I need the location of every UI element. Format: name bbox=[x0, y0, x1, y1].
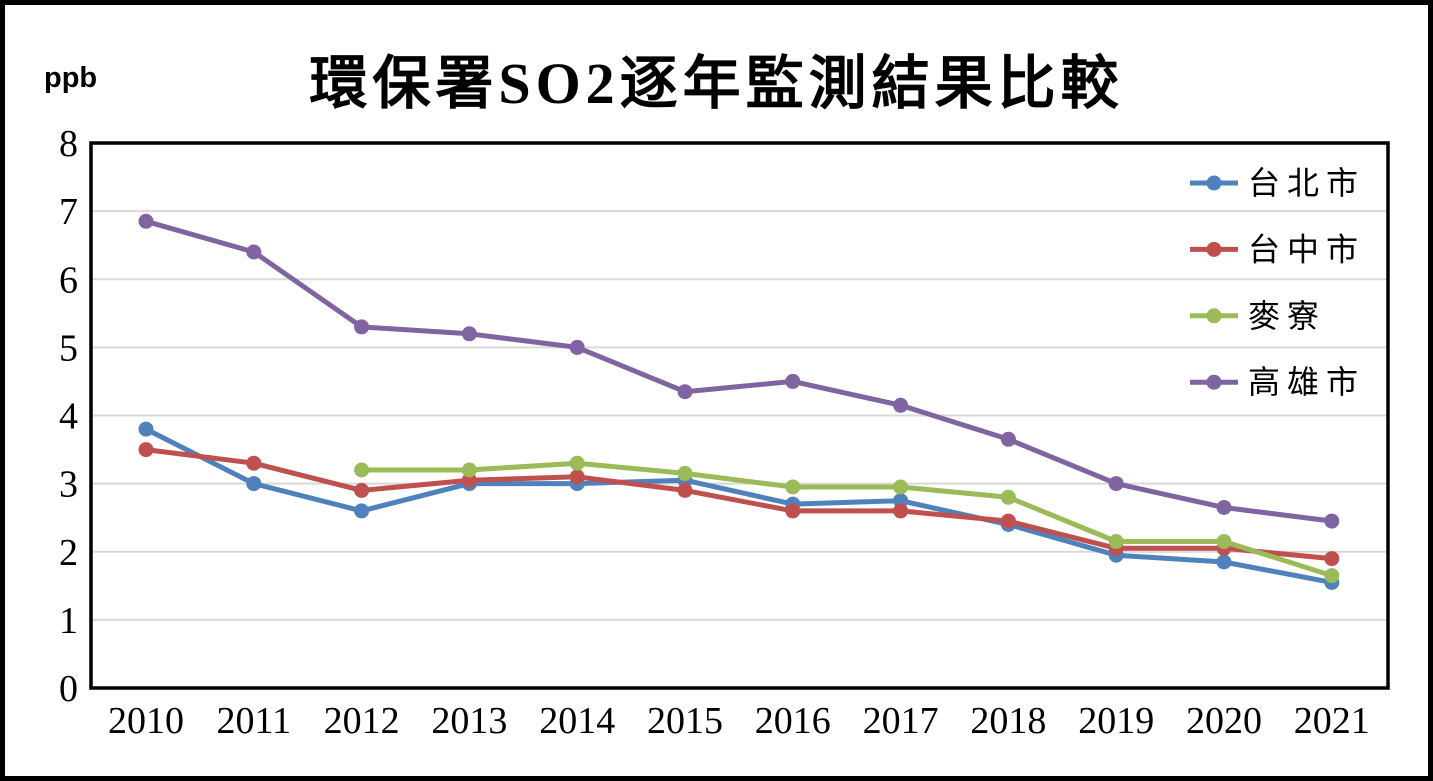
x-axis-tick-label: 2011 bbox=[217, 700, 292, 742]
legend-item-kaohsiung: 高雄市 bbox=[1190, 364, 1365, 400]
series-point-taichung-2017 bbox=[893, 503, 909, 519]
series-point-kaohsiung-2010 bbox=[138, 213, 154, 229]
y-axis-tick-label: 0 bbox=[59, 668, 78, 710]
legend-item-mailiao: 麥寮 bbox=[1190, 298, 1326, 334]
legend-item-taichung: 台中市 bbox=[1190, 231, 1365, 267]
x-axis-tick-label: 2013 bbox=[431, 700, 507, 742]
series-line-taipei bbox=[143, 426, 1335, 585]
chart-title: 環保署SO2逐年監測結果比較 bbox=[309, 51, 1124, 116]
series-point-kaohsiung-2018 bbox=[1000, 431, 1016, 447]
series-point-mailiao-2013 bbox=[461, 462, 477, 478]
legend-label: 台北市 bbox=[1248, 165, 1365, 201]
series-point-mailiao-2015 bbox=[677, 465, 693, 481]
x-axis-tick-label: 2019 bbox=[1078, 700, 1154, 742]
series-point-taipei-2010 bbox=[138, 421, 154, 437]
y-axis-tick-label: 4 bbox=[59, 396, 78, 438]
series-point-taichung-2015 bbox=[677, 482, 693, 498]
series-point-kaohsiung-2017 bbox=[893, 397, 909, 413]
series-point-taichung-2016 bbox=[785, 503, 801, 519]
y-axis-tick-label: 6 bbox=[59, 259, 78, 301]
series-point-kaohsiung-2011 bbox=[246, 244, 262, 260]
x-axis-tick-label: 2014 bbox=[539, 700, 615, 742]
series-point-mailiao-2021 bbox=[1324, 568, 1340, 584]
legend-point-marker bbox=[1206, 175, 1222, 191]
y-axis-tick-label: 1 bbox=[59, 600, 78, 642]
series-point-kaohsiung-2015 bbox=[677, 384, 693, 400]
series-point-kaohsiung-2019 bbox=[1108, 476, 1124, 492]
x-axis-tick-label: 2012 bbox=[324, 700, 400, 742]
x-axis-tick-label: 2015 bbox=[647, 700, 723, 742]
legend-label: 台中市 bbox=[1248, 231, 1365, 267]
y-axis-tick-label: 2 bbox=[59, 532, 78, 574]
series-point-mailiao-2017 bbox=[893, 479, 909, 495]
legend-item-taipei: 台北市 bbox=[1190, 165, 1365, 201]
series-point-mailiao-2018 bbox=[1000, 489, 1016, 505]
legend-point-marker bbox=[1206, 308, 1222, 324]
series-line-mailiao bbox=[359, 460, 1335, 579]
series-point-mailiao-2014 bbox=[569, 455, 585, 471]
x-axis-tick-label: 2016 bbox=[755, 700, 831, 742]
series-point-mailiao-2020 bbox=[1216, 534, 1232, 549]
series-point-mailiao-2019 bbox=[1108, 534, 1124, 549]
series-point-taipei-2011 bbox=[246, 476, 262, 492]
series-point-taichung-2021 bbox=[1324, 551, 1340, 567]
series-point-taichung-2012 bbox=[354, 482, 370, 498]
legend-label: 高雄市 bbox=[1248, 364, 1365, 400]
series-point-kaohsiung-2016 bbox=[785, 373, 801, 389]
series-point-kaohsiung-2013 bbox=[461, 326, 477, 342]
series-point-kaohsiung-2021 bbox=[1324, 513, 1340, 529]
y-axis-tick-label: 7 bbox=[59, 191, 78, 233]
series-point-kaohsiung-2014 bbox=[569, 339, 585, 355]
legend-point-marker bbox=[1206, 374, 1222, 390]
series-point-kaohsiung-2020 bbox=[1216, 500, 1232, 515]
x-axis-tick-label: 2020 bbox=[1186, 700, 1262, 742]
series-point-mailiao-2016 bbox=[785, 479, 801, 495]
series-line-taichung bbox=[143, 447, 1335, 562]
series-point-kaohsiung-2012 bbox=[354, 319, 370, 335]
series-point-taipei-2012 bbox=[354, 503, 370, 519]
x-axis-tick-label: 2021 bbox=[1294, 700, 1370, 742]
series-point-mailiao-2012 bbox=[354, 462, 370, 478]
series-point-taipei-2020 bbox=[1216, 554, 1232, 570]
y-axis-tick-label: 3 bbox=[59, 464, 78, 506]
y-axis-tick-label: 8 bbox=[59, 123, 78, 165]
series-line-kaohsiung bbox=[143, 218, 1335, 524]
y-axis-unit-label: ppb bbox=[44, 62, 98, 94]
series-point-taichung-2010 bbox=[138, 442, 154, 458]
plot-border bbox=[89, 141, 1390, 690]
x-axis-tick-label: 2018 bbox=[970, 700, 1046, 742]
series-point-taichung-2011 bbox=[246, 455, 262, 471]
x-axis-tick-label: 2010 bbox=[108, 700, 184, 742]
series-point-taichung-2018 bbox=[1000, 513, 1016, 529]
x-axis-tick-label: 2017 bbox=[863, 700, 939, 742]
y-axis-tick-label: 5 bbox=[59, 327, 78, 369]
series-point-taichung-2014 bbox=[569, 469, 585, 485]
legend-point-marker bbox=[1206, 241, 1222, 257]
legend-label: 麥寮 bbox=[1248, 298, 1326, 334]
